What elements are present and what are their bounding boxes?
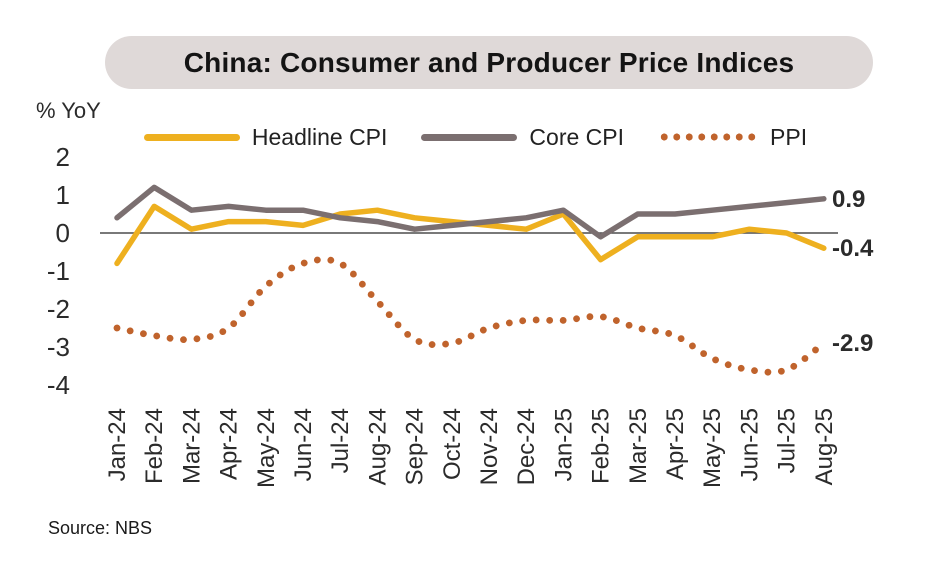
x-tick-label: Mar-24 bbox=[178, 408, 205, 484]
x-tick-label: Jan-24 bbox=[104, 408, 131, 481]
x-tick-label: Jun-25 bbox=[736, 408, 763, 481]
chart-title: China: Consumer and Producer Price Indic… bbox=[183, 46, 795, 78]
x-tick-label: Jul-25 bbox=[774, 408, 801, 473]
x-tick-label: Aug-24 bbox=[364, 408, 391, 485]
x-tick-label: Apr-25 bbox=[662, 408, 689, 480]
headline-cpi-end-label: -0.4 bbox=[832, 235, 874, 262]
y-tick-label: -4 bbox=[47, 370, 70, 400]
ppi-end-label: -2.9 bbox=[832, 330, 873, 357]
y-tick-label: 0 bbox=[56, 218, 70, 248]
x-tick-label: Aug-25 bbox=[811, 408, 838, 485]
legend-item-ppi: PPI bbox=[658, 124, 807, 151]
ppi-dotted-swatch bbox=[658, 132, 759, 142]
x-tick-label: Dec-24 bbox=[513, 408, 540, 485]
x-tick-label: Feb-24 bbox=[141, 408, 168, 484]
x-tick-label: Sep-24 bbox=[402, 408, 429, 485]
x-tick-label: May-24 bbox=[253, 408, 280, 488]
legend-label-core-cpi: Core CPI bbox=[529, 123, 625, 150]
x-tick-label: Oct-24 bbox=[439, 408, 466, 480]
y-tick-label: 1 bbox=[56, 180, 70, 210]
x-tick-label: Nov-24 bbox=[476, 408, 503, 485]
x-tick-label: Mar-25 bbox=[625, 408, 652, 484]
legend-label-headline-cpi: Headline CPI bbox=[251, 123, 388, 150]
x-tick-label: Feb-25 bbox=[588, 408, 615, 484]
core-cpi-end-label: 0.9 bbox=[832, 186, 865, 213]
ppi-series-line bbox=[113, 256, 828, 376]
legend-label-ppi: PPI bbox=[770, 123, 808, 150]
chart-title-pill: China: Consumer and Producer Price Indic… bbox=[105, 36, 873, 89]
x-tick-label: Apr-24 bbox=[216, 408, 243, 480]
core-cpi-series-line bbox=[114, 184, 827, 240]
y-tick-label: -3 bbox=[47, 332, 70, 362]
headline-cpi-line-swatch bbox=[143, 133, 240, 141]
y-tick-label: 2 bbox=[56, 142, 70, 172]
legend: Headline CPI Core CPI PPI bbox=[0, 122, 951, 152]
y-axis-unit-label: % YoY bbox=[36, 98, 101, 123]
core-cpi-line-swatch bbox=[421, 133, 518, 141]
headline-cpi-series-line bbox=[114, 203, 827, 267]
x-tick-label: Jun-24 bbox=[290, 408, 317, 481]
y-tick-label: -1 bbox=[47, 256, 70, 286]
x-tick-label: May-25 bbox=[699, 408, 726, 488]
x-tick-label: Jul-24 bbox=[327, 408, 354, 473]
source-note: Source: NBS bbox=[48, 518, 153, 538]
y-tick-label: -2 bbox=[47, 294, 70, 324]
x-tick-label: Jan-25 bbox=[550, 408, 577, 481]
legend-item-headline-cpi: Headline CPI bbox=[143, 123, 388, 151]
legend-item-core-cpi: Core CPI bbox=[421, 124, 624, 151]
